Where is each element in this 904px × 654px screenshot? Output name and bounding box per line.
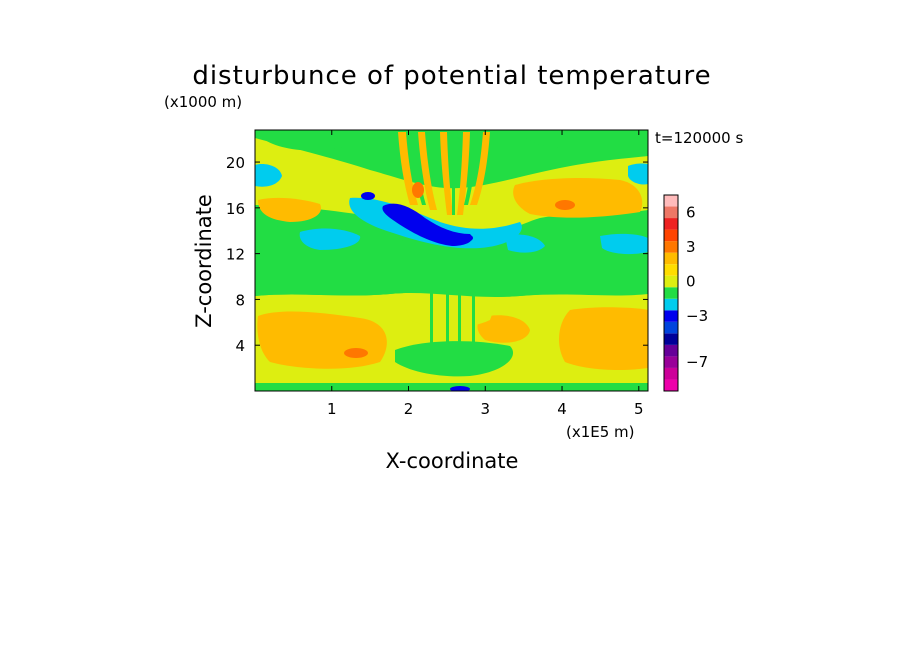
field-region-top-green-right bbox=[520, 132, 648, 151]
x-tick-label: 2 bbox=[404, 400, 414, 418]
field-region-blue-spot-right bbox=[457, 234, 473, 242]
colorbar-tick-label: −3 bbox=[686, 307, 708, 325]
chart-title: disturbunce of potential temperature bbox=[192, 61, 711, 91]
colorbar-swatch bbox=[664, 241, 678, 253]
x-tick-label: 5 bbox=[634, 400, 644, 418]
field-region-upper-dark-orange bbox=[555, 200, 575, 210]
field-region-cyan-right bbox=[600, 233, 648, 255]
field-region-blue-spot-left bbox=[361, 192, 375, 200]
x-tick-label: 4 bbox=[557, 400, 567, 418]
field-region-lower-orange-mid bbox=[477, 315, 530, 343]
y-axis: 4 8 12 16 20 bbox=[226, 154, 648, 355]
x-tick-label: 1 bbox=[327, 400, 337, 418]
colorbar-tick-label: 0 bbox=[686, 272, 696, 290]
field-region-upper-orange-right bbox=[513, 177, 643, 218]
y-tick-label: 8 bbox=[235, 291, 245, 309]
x-axis-label: X-coordinate bbox=[386, 449, 519, 473]
colorbar-swatch bbox=[664, 310, 678, 322]
colorbar-swatch bbox=[664, 379, 678, 391]
time-annotation: t=120000 s bbox=[655, 129, 743, 147]
plot-frame bbox=[254, 129, 649, 392]
colorbar: 6 3 0 −3 −7 bbox=[663, 194, 708, 392]
field-region-blue-spot-bottom bbox=[450, 386, 470, 391]
colorbar-swatch bbox=[664, 275, 678, 288]
colorbar-swatch bbox=[664, 321, 678, 334]
field-region-blue-trough bbox=[382, 203, 472, 246]
x-tick-label: 3 bbox=[481, 400, 491, 418]
field-region-cyan-mid bbox=[505, 234, 545, 253]
x-axis: 1 2 3 4 5 bbox=[327, 130, 644, 418]
field-region-plume-streaks bbox=[430, 250, 475, 375]
field-region-cyan-topleft bbox=[255, 164, 282, 187]
y-axis-label: Z-coordinate bbox=[192, 194, 216, 328]
colorbar-swatch bbox=[664, 229, 678, 242]
field-region-bottom-green bbox=[255, 383, 648, 391]
field-region-cyan-left bbox=[299, 228, 361, 250]
field-region-cyan-topright bbox=[628, 163, 648, 185]
field-region-top-green-left bbox=[258, 132, 380, 150]
colorbar-tick-label: 3 bbox=[686, 238, 696, 256]
field-region-upper-orange-left bbox=[258, 197, 322, 222]
colorbar-swatch bbox=[664, 218, 678, 230]
colorbar-swatch bbox=[664, 287, 678, 299]
y-tick-label: 12 bbox=[226, 246, 245, 264]
colorbar-frame bbox=[663, 194, 679, 392]
plot-area bbox=[255, 130, 648, 391]
colorbar-tick-label: 6 bbox=[686, 203, 696, 221]
field-region-lower-dark-orange bbox=[344, 348, 368, 358]
colorbar-tick-label: −7 bbox=[686, 353, 708, 371]
y-tick-label: 20 bbox=[226, 154, 245, 172]
colorbar-swatch bbox=[664, 206, 678, 219]
y-unit-label: (x1000 m) bbox=[164, 93, 242, 111]
colorbar-swatch bbox=[664, 264, 678, 276]
field-region-lower-green-center bbox=[395, 341, 514, 377]
y-tick-label: 16 bbox=[226, 200, 245, 218]
colorbar-swatch bbox=[664, 252, 678, 265]
colorbar-swatch bbox=[664, 367, 678, 380]
field-region-lower-orange-left bbox=[257, 311, 387, 369]
colorbar-swatch bbox=[664, 298, 678, 311]
x-unit-label: (x1E5 m) bbox=[566, 423, 635, 441]
colorbar-swatch bbox=[664, 333, 678, 345]
colorbar-swatch bbox=[664, 195, 678, 207]
colorbar-swatch bbox=[664, 344, 678, 357]
y-tick-label: 4 bbox=[235, 337, 245, 355]
field-region-lower-orange-right bbox=[558, 307, 648, 370]
colorbar-swatch bbox=[664, 356, 678, 368]
field-region-plume-dark-orange bbox=[412, 182, 424, 198]
